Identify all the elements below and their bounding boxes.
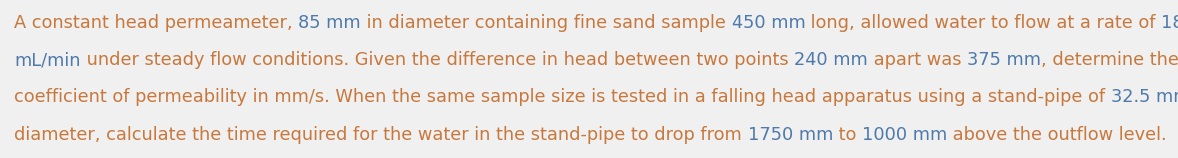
Text: under steady flow conditions. Given the difference in head between two points: under steady flow conditions. Given the … <box>80 51 794 69</box>
Text: diameter, calculate the time required for the water in the stand-pipe to drop fr: diameter, calculate the time required fo… <box>14 126 748 144</box>
Text: mL/min: mL/min <box>14 51 80 69</box>
Text: long, allowed water to flow at a rate of: long, allowed water to flow at a rate of <box>806 14 1162 32</box>
Text: to: to <box>833 126 862 144</box>
Text: 375 mm: 375 mm <box>967 51 1040 69</box>
Text: A constant head permeameter,: A constant head permeameter, <box>14 14 298 32</box>
Text: above the outflow level.: above the outflow level. <box>947 126 1166 144</box>
Text: 240 mm: 240 mm <box>794 51 868 69</box>
Text: 1000 mm: 1000 mm <box>862 126 947 144</box>
Text: , determine the: , determine the <box>1040 51 1178 69</box>
Text: 32.5 mm: 32.5 mm <box>1111 88 1178 106</box>
Text: in diameter containing fine sand sample: in diameter containing fine sand sample <box>360 14 732 32</box>
Text: 184: 184 <box>1162 14 1178 32</box>
Text: coefficient of permeability in mm/s. When the same sample size is tested in a fa: coefficient of permeability in mm/s. Whe… <box>14 88 1111 106</box>
Text: 450 mm: 450 mm <box>732 14 806 32</box>
Text: 1750 mm: 1750 mm <box>748 126 833 144</box>
Text: apart was: apart was <box>868 51 967 69</box>
Text: 85 mm: 85 mm <box>298 14 360 32</box>
